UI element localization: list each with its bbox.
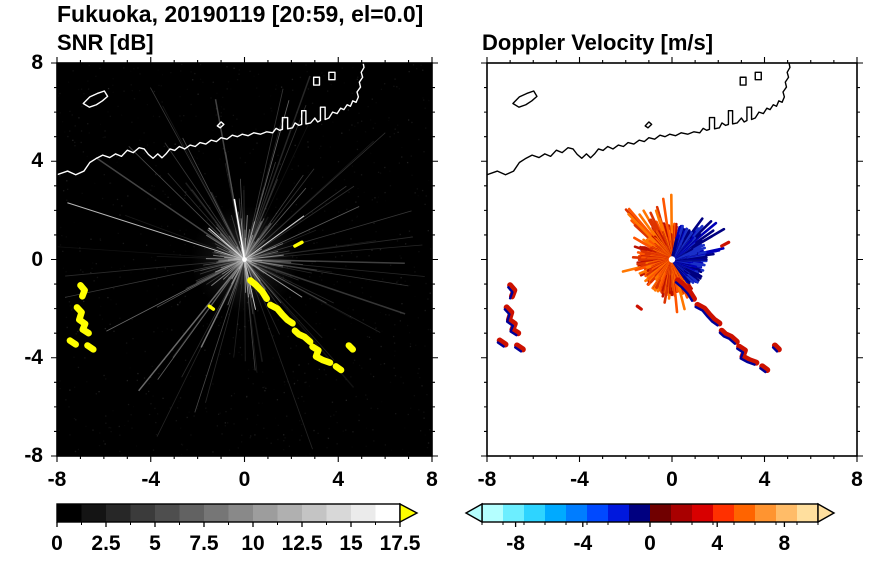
- doppler-x-tick-label: 8: [851, 468, 863, 491]
- snr-x-tick-label: -4: [141, 468, 161, 491]
- snr-colorbar-tick-label: 10: [241, 532, 265, 555]
- snr-colorbar-tick-label: 15: [339, 532, 363, 555]
- doppler-x-tick-label: 4: [758, 468, 771, 491]
- snr-x-tick-label: -8: [47, 468, 67, 491]
- figure-title: Fukuoka, 20190119 [20:59, el=0.0]: [57, 1, 424, 27]
- snr-colorbar: [49, 499, 429, 529]
- snr-x-tick-label: 0: [238, 468, 251, 491]
- doppler-colorbar: [462, 499, 838, 529]
- doppler-radar-plot: [477, 53, 867, 466]
- snr-x-tick-label: 8: [426, 468, 438, 491]
- snr-radar-plot: [47, 53, 442, 466]
- y-tick-label: 4: [31, 149, 43, 173]
- snr-colorbar-tick-label: 5: [149, 532, 161, 555]
- y-tick-label: 8: [31, 51, 43, 74]
- snr-colorbar-tick-label: 2.5: [91, 532, 121, 555]
- doppler-colorbar-tick-label: -4: [573, 532, 593, 555]
- doppler-x-tick-label: -8: [477, 468, 497, 491]
- snr-panel-title: SNR [dB]: [57, 30, 154, 55]
- snr-x-tick-label: 4: [332, 468, 345, 491]
- snr-colorbar-tick-label: 0: [51, 532, 63, 555]
- y-tick-label: 0: [31, 247, 43, 271]
- doppler-panel-title: Doppler Velocity [m/s]: [482, 30, 714, 55]
- doppler-colorbar-tick-label: 0: [644, 532, 656, 555]
- doppler-colorbar-tick-label: 4: [711, 532, 724, 555]
- doppler-x-tick-label: -4: [570, 468, 589, 491]
- snr-colorbar-tick-label: 17.5: [379, 532, 421, 555]
- y-tick-label: -8: [24, 444, 43, 467]
- doppler-colorbar-tick-label: -8: [506, 532, 525, 555]
- doppler-x-tick-label: 0: [666, 468, 678, 491]
- doppler-colorbar-tick-label: 8: [778, 532, 791, 555]
- snr-colorbar-tick-label: 12.5: [281, 532, 323, 555]
- snr-colorbar-tick-label: 7.5: [189, 532, 219, 555]
- y-tick-label: -4: [24, 345, 43, 369]
